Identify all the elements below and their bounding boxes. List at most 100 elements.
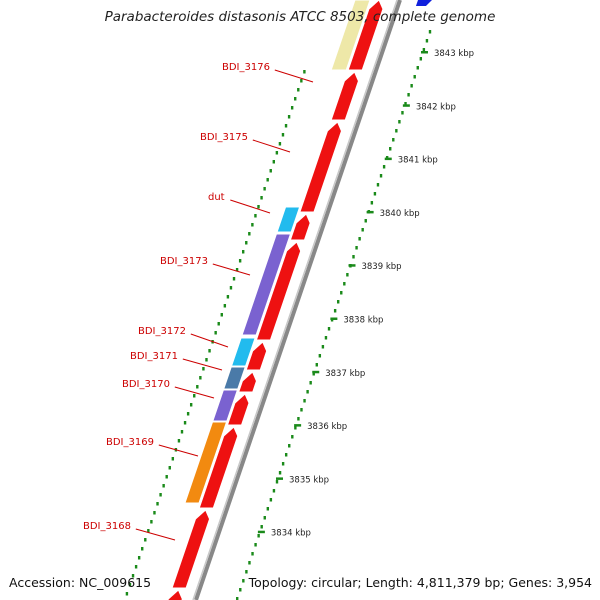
outer-tick bbox=[189, 403, 193, 407]
outer-tick bbox=[269, 169, 272, 173]
inner-tick bbox=[416, 66, 419, 70]
inner-tick bbox=[269, 498, 273, 502]
gene-label-bdi_3171: BDI_3171 bbox=[130, 351, 178, 362]
gene-label-leader bbox=[230, 199, 271, 214]
kbp-label: 3843 kbp bbox=[434, 49, 474, 59]
inner-tick bbox=[373, 192, 377, 196]
inner-tick bbox=[389, 147, 392, 151]
inner-tick bbox=[272, 489, 276, 493]
inner-tick bbox=[340, 291, 343, 295]
inner-tick bbox=[370, 201, 374, 205]
kbp-label: 3836 kbp bbox=[307, 422, 347, 432]
inner-tick bbox=[284, 453, 288, 457]
inner-tick bbox=[382, 165, 386, 169]
kbp-tick bbox=[312, 370, 320, 374]
forward-gene-arrow bbox=[245, 341, 268, 371]
inner-tick bbox=[245, 570, 248, 574]
genome-backbone bbox=[192, 0, 402, 600]
kbp-tick bbox=[330, 317, 338, 320]
kbp-label: 3840 kbp bbox=[380, 209, 420, 219]
purple-gene-block bbox=[241, 233, 292, 336]
outer-tick bbox=[177, 439, 181, 443]
gene-label-bdi_3176: BDI_3176 bbox=[222, 62, 270, 73]
inner-tick bbox=[392, 138, 395, 142]
inner-tick bbox=[294, 426, 297, 430]
inner-tick bbox=[266, 507, 270, 511]
reverse-gene-track bbox=[184, 0, 371, 504]
cyan-gene-block-2 bbox=[230, 337, 256, 367]
outer-tick bbox=[183, 421, 187, 425]
steel-gene-block bbox=[223, 366, 246, 390]
inner-tick bbox=[281, 462, 285, 466]
outer-tick bbox=[202, 367, 205, 371]
inner-tick bbox=[236, 597, 239, 600]
inner-tick bbox=[239, 588, 242, 592]
forward-gene-arrow bbox=[238, 371, 257, 393]
outer-tick bbox=[220, 313, 223, 317]
outer-tick bbox=[278, 142, 282, 146]
inner-tick bbox=[413, 75, 416, 79]
inner-tick bbox=[278, 471, 282, 475]
inner-tick bbox=[376, 183, 380, 187]
inner-tick bbox=[352, 255, 355, 259]
inner-tick bbox=[410, 84, 413, 88]
gene-label-bdi_3169: BDI_3169 bbox=[106, 437, 154, 448]
inner-tick bbox=[297, 417, 300, 421]
inner-tick bbox=[364, 219, 367, 223]
inner-tick bbox=[419, 57, 423, 61]
forward-gene-arrow bbox=[171, 509, 211, 589]
inner-tick bbox=[355, 246, 358, 250]
outer-tick bbox=[186, 412, 190, 416]
forward-gene-arrow bbox=[299, 121, 342, 213]
outer-tick bbox=[165, 475, 168, 479]
backbone-highlight bbox=[192, 0, 398, 600]
inner-tick bbox=[327, 327, 331, 331]
kbp-tick bbox=[294, 424, 302, 427]
inner-tick bbox=[422, 48, 426, 52]
inner-tick bbox=[337, 300, 340, 304]
gene-label-bdi_3168: BDI_3168 bbox=[83, 521, 131, 532]
outer-tick bbox=[275, 151, 279, 155]
inner-tick bbox=[242, 579, 245, 583]
outer-tick bbox=[297, 88, 300, 92]
outer-tick bbox=[150, 520, 153, 524]
outer-tick bbox=[272, 160, 275, 164]
pale-yellow-gene-block bbox=[330, 0, 371, 71]
inner-tick bbox=[361, 228, 364, 232]
inner-tick bbox=[324, 336, 328, 340]
inner-tick bbox=[312, 372, 315, 376]
gene-label-dut: dut bbox=[208, 192, 225, 203]
gene-label-bdi_3175: BDI_3175 bbox=[200, 132, 248, 143]
forward-gene-arrow bbox=[198, 426, 239, 509]
outer-tick bbox=[168, 466, 171, 470]
outer-tick bbox=[266, 178, 269, 182]
outer-tick bbox=[171, 457, 175, 461]
purple-gene-block-2 bbox=[212, 389, 239, 422]
forward-gene-track bbox=[167, 0, 432, 600]
inner-tick bbox=[395, 129, 398, 133]
inner-tick bbox=[343, 282, 346, 286]
outer-tick bbox=[281, 133, 285, 137]
gene-label-leader bbox=[212, 263, 251, 276]
inner-tick bbox=[263, 516, 266, 520]
inner-tick bbox=[318, 354, 322, 358]
inner-tick bbox=[425, 39, 429, 43]
outer-tick bbox=[263, 187, 266, 191]
outer-tick bbox=[125, 592, 129, 596]
outer-tick bbox=[199, 376, 202, 380]
inner-tick bbox=[251, 552, 254, 556]
kbp-label: 3841 kbp bbox=[398, 156, 438, 166]
inner-tick bbox=[260, 525, 263, 529]
outer-tick bbox=[131, 574, 135, 578]
kbp-label: 3842 kbp bbox=[416, 102, 456, 112]
inner-tick bbox=[300, 408, 303, 412]
outer-tick bbox=[153, 511, 156, 515]
gene-label-leader bbox=[182, 358, 223, 371]
kbp-label: 3838 kbp bbox=[343, 316, 383, 326]
inner-tick bbox=[315, 363, 318, 367]
outer-tick bbox=[245, 241, 248, 245]
outer-tick bbox=[196, 385, 199, 389]
gene-label-bdi_3170: BDI_3170 bbox=[122, 379, 170, 390]
kbp-label: 3837 kbp bbox=[325, 369, 365, 379]
inner-tick bbox=[306, 390, 309, 394]
